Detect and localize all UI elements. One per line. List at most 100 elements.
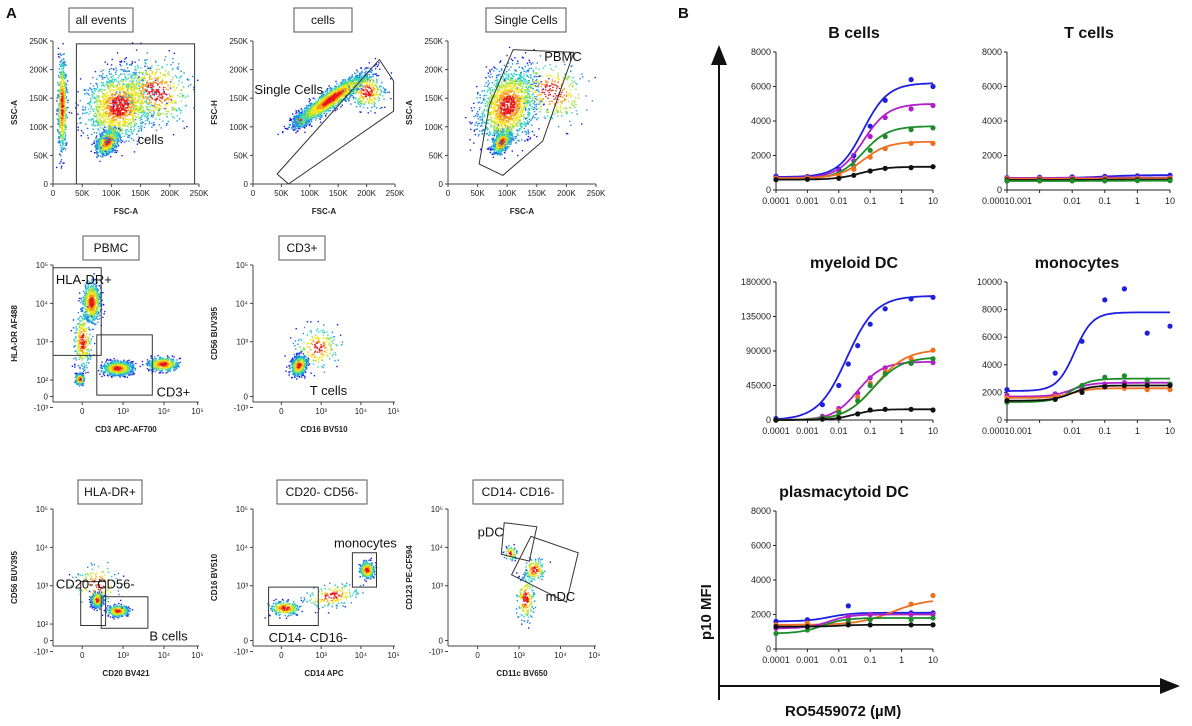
data-point	[1079, 389, 1085, 395]
flow-x-tick: 200K	[557, 189, 576, 198]
data-point	[930, 347, 936, 353]
data-point	[908, 622, 914, 628]
flow-y-tick: 10³	[236, 338, 248, 347]
flow-plot: Single Cells 0 50K 100K 150K 200K 250K 0 50K 100K…	[405, 7, 606, 216]
flow-y-tick: 200K	[29, 66, 48, 75]
flow-x-tick: 10⁴	[158, 407, 171, 416]
flow-events	[56, 42, 199, 169]
data-point	[804, 176, 811, 182]
chart-title: T cells	[1064, 25, 1114, 42]
gate-label: CD3+	[157, 385, 191, 400]
chart-y-tick: 8000	[751, 506, 771, 516]
chart-x-tick: 10	[928, 196, 938, 206]
gate-outline	[500, 522, 538, 562]
flow-x-tick: 0	[279, 407, 284, 416]
flow-y-tick: 0	[44, 637, 49, 646]
data-point	[867, 407, 873, 413]
chart-y-tick: 8000	[751, 47, 771, 57]
flow-x-tick: 10⁴	[355, 407, 368, 416]
flow-y-tick: 0	[439, 637, 444, 646]
data-point	[908, 127, 914, 133]
data-point	[773, 624, 779, 630]
fit-curve	[1007, 384, 1170, 402]
flow-x-label: FSC-A	[114, 207, 139, 216]
series-orange	[773, 140, 936, 181]
chart-x-tick: 0.001	[796, 426, 819, 436]
flow-x-tick: 0	[475, 651, 480, 660]
data-point	[773, 177, 779, 183]
flow-y-tick: 100K	[229, 123, 248, 132]
data-point	[773, 630, 779, 637]
flow-x-tick: 250K	[386, 189, 405, 198]
chart-y-tick: 2000	[982, 151, 1002, 161]
flow-x-tick: 50K	[470, 189, 485, 198]
gate-outline	[80, 581, 107, 626]
fit-curve	[1007, 381, 1170, 398]
fit-curve	[775, 295, 934, 420]
data-point	[1121, 286, 1127, 292]
flow-x-tick: 0	[80, 651, 85, 660]
data-point	[855, 394, 861, 400]
data-point	[1167, 382, 1173, 389]
flow-plot: cells 0 50K 100K 150K 200K 250K 0 50K 100K 150K 200…	[210, 7, 405, 216]
data-point	[930, 140, 936, 146]
flow-x-tick: 10⁵	[387, 407, 399, 416]
fit-curve	[776, 82, 933, 178]
flow-y-tick: 10⁴	[236, 299, 249, 308]
data-point	[882, 306, 888, 312]
data-point	[882, 133, 888, 140]
flow-plot-title-box	[278, 235, 326, 261]
flow-y-tick: 0	[439, 180, 444, 189]
chart-y-tick: 6000	[751, 82, 771, 92]
data-point	[1037, 178, 1043, 184]
flow-x-label: CD20 BV421	[102, 669, 150, 678]
data-point	[1134, 178, 1140, 184]
flow-events	[465, 46, 596, 159]
data-point	[1144, 382, 1150, 389]
fit-curve	[776, 408, 933, 421]
chart-title: myeloid DC	[810, 255, 898, 272]
data-point	[930, 622, 936, 628]
flow-x-tick: 10⁵	[387, 651, 399, 660]
b-ylabel: p10 MFI	[698, 584, 715, 640]
chart-y-tick: 4000	[751, 575, 771, 585]
gate-label: HLA-DR+	[56, 272, 112, 287]
data-point	[930, 615, 936, 621]
flow-x-tick: 10⁵	[191, 651, 203, 660]
flow-y-tick: 10²	[36, 620, 48, 629]
flow-y-label: SSC-A	[10, 100, 19, 125]
flow-y-label: CD123 PE-CF594	[405, 545, 414, 610]
chart-x-tick: 0.0001	[762, 426, 790, 436]
gate-label: Single Cells	[254, 82, 323, 97]
chart-x-tick: 0.01	[1063, 196, 1081, 206]
flow-y-tick: 100K	[29, 123, 48, 132]
flow-plot-title: CD3+	[286, 241, 317, 255]
chart-y-tick: 4000	[751, 116, 771, 126]
flow-y-tick: 250K	[229, 37, 248, 46]
flow-x-label: FSC-A	[312, 207, 337, 216]
data-point	[930, 294, 936, 300]
data-point	[1167, 178, 1173, 184]
flow-y-tick: 0	[44, 393, 49, 402]
flow-y-tick: -10³	[429, 647, 444, 656]
flow-plot-title: all events	[76, 13, 127, 27]
flow-x-tick: 50K	[274, 189, 289, 198]
chart-x-tick: 1	[899, 426, 904, 436]
data-point	[1167, 323, 1173, 329]
data-point	[908, 360, 914, 366]
flow-x-tick: 0	[279, 651, 284, 660]
flow-plot-title: CD14- CD16-	[482, 485, 555, 499]
dose-response-chart: plasmacytoid DC 0 2000 4000 6000 8000 0.0001 0.…	[751, 484, 938, 665]
data-point	[908, 601, 914, 607]
chart-y-tick: 0	[766, 415, 771, 425]
flow-x-label: CD14 APC	[304, 669, 343, 678]
flow-y-tick: 0	[244, 393, 249, 402]
chart-x-tick: 0.1	[864, 196, 877, 206]
flow-cytometry-panels: all events 0 50K 100K 150K 200K 250K 0 50K 100K 15…	[10, 7, 606, 678]
flow-plot-title-box	[472, 479, 564, 505]
chart-x-tick: 1	[1135, 426, 1140, 436]
data-point	[1121, 382, 1127, 389]
flow-x-tick: 10³	[117, 407, 129, 416]
data-point	[855, 411, 861, 417]
